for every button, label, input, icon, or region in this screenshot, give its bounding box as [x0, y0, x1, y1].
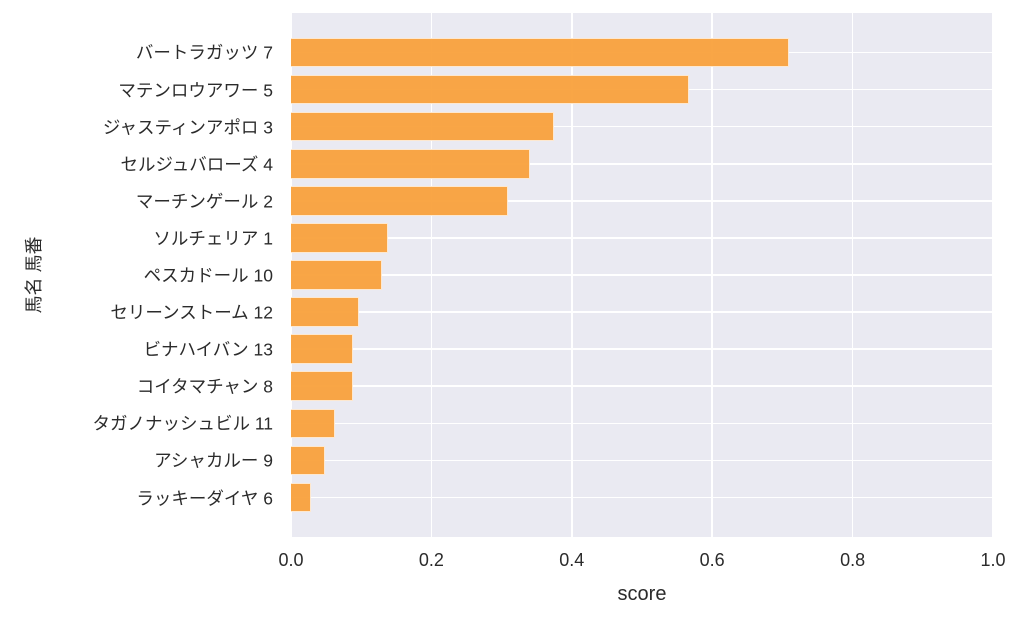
x-tick-label: 0.0 [278, 550, 304, 570]
y-tick-label: コイタマチャン 8 [136, 376, 273, 397]
x-tick-label: 0.6 [699, 550, 725, 570]
y-tick-label: タガノナッシュビル 11 [92, 413, 273, 434]
y-tick-label: ビナハイバン 13 [143, 339, 273, 360]
bar [291, 111, 554, 142]
gridline-horizontal [291, 496, 993, 499]
bar [291, 482, 311, 513]
gridline-horizontal [291, 311, 993, 313]
bar [291, 260, 383, 290]
gridline-horizontal [291, 237, 993, 239]
y-tick-label: バートラガッツ 7 [135, 42, 273, 63]
gridline-horizontal [291, 459, 993, 462]
bar [291, 371, 354, 402]
y-tick-labels: バートラガッツ 7 マテンロウアワー 5 ジャスティンアポロ 3 セルジュバローズ 4… [0, 13, 282, 537]
y-tick-label: アシャカルー 9 [154, 450, 273, 471]
y-tick-label: ラッキーダイヤ 6 [136, 488, 273, 509]
x-axis-label: score [617, 583, 667, 605]
bar [291, 148, 530, 179]
plot-area [291, 13, 993, 537]
gridline-horizontal [291, 274, 993, 276]
bar [291, 37, 790, 68]
x-tick-label: 0.8 [840, 550, 866, 570]
bar [291, 408, 336, 439]
gridline-horizontal [291, 385, 993, 388]
bar [291, 186, 508, 216]
y-tick-label: ジャスティンアポロ 3 [102, 117, 273, 138]
gridline-horizontal [291, 422, 993, 425]
y-tick-label: ソルチェリア 1 [153, 228, 273, 249]
gridline-horizontal [291, 200, 993, 202]
bar [291, 334, 354, 364]
x-tick-labels: 0.0 0.2 0.4 0.6 0.8 1.0 [0, 550, 1024, 574]
gridline-horizontal [291, 162, 993, 165]
bar [291, 223, 388, 253]
bar [291, 297, 360, 327]
x-tick-label: 1.0 [980, 550, 1006, 570]
y-tick-label: セリーンストーム 12 [110, 302, 273, 323]
y-tick-label: ペスカドール 10 [143, 265, 273, 286]
y-tick-label: マテンロウアワー 5 [118, 80, 273, 101]
x-tick-label: 0.2 [418, 550, 444, 570]
bar [291, 74, 690, 105]
y-tick-label: マーチンゲール 2 [135, 191, 273, 212]
bar [291, 445, 325, 476]
gridline-horizontal [291, 125, 993, 128]
gridline-horizontal [291, 348, 993, 350]
y-tick-label: セルジュバローズ 4 [120, 154, 274, 175]
x-tick-label: 0.4 [559, 550, 585, 570]
